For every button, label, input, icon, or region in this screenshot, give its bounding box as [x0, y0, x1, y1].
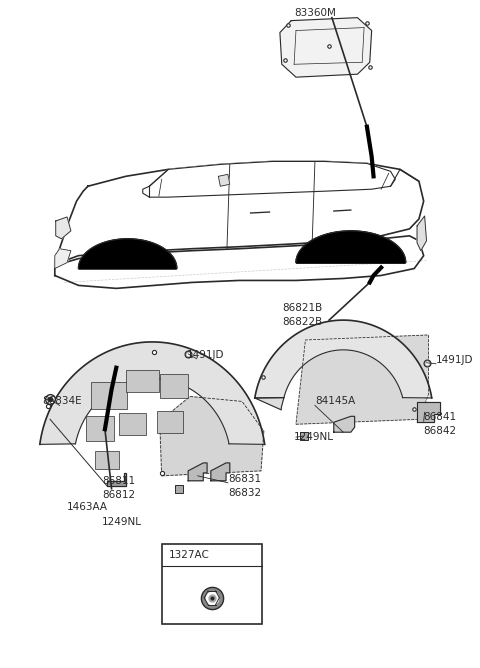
Text: 1463AA: 1463AA [67, 502, 108, 512]
Text: 1491JD: 1491JD [436, 355, 473, 365]
Text: 86821B: 86821B [282, 303, 322, 313]
Text: 83360M: 83360M [294, 8, 336, 17]
Text: 86811: 86811 [102, 476, 135, 486]
Polygon shape [78, 238, 177, 269]
Text: 86834E: 86834E [43, 396, 82, 406]
Text: 86812: 86812 [102, 490, 135, 500]
Polygon shape [417, 216, 427, 250]
Polygon shape [255, 320, 432, 398]
Polygon shape [334, 416, 355, 432]
Text: 1249NL: 1249NL [294, 432, 334, 442]
Polygon shape [160, 397, 264, 476]
Bar [91, 381, 127, 409]
Text: 1327AC: 1327AC [169, 550, 210, 560]
Polygon shape [107, 473, 126, 486]
Text: 1249NL: 1249NL [102, 518, 142, 528]
Text: 86822B: 86822B [282, 317, 322, 327]
Text: 84145A: 84145A [315, 396, 355, 406]
Polygon shape [211, 463, 230, 481]
Bar [96, 451, 119, 469]
Polygon shape [417, 402, 440, 422]
Text: 86841: 86841 [424, 412, 457, 422]
Polygon shape [56, 217, 71, 238]
Polygon shape [280, 17, 372, 77]
Text: 86832: 86832 [228, 488, 261, 498]
Bar [157, 411, 183, 433]
Polygon shape [55, 162, 424, 269]
Polygon shape [55, 236, 424, 289]
Text: 86842: 86842 [424, 426, 457, 436]
Polygon shape [218, 174, 230, 186]
Polygon shape [188, 463, 207, 481]
Polygon shape [143, 162, 396, 197]
Bar [126, 369, 159, 391]
Bar [160, 373, 188, 398]
Polygon shape [40, 342, 264, 444]
Polygon shape [255, 397, 284, 410]
Bar [162, 544, 262, 623]
Polygon shape [55, 248, 71, 269]
Bar [86, 416, 114, 441]
Text: 1491JD: 1491JD [187, 350, 225, 360]
Text: 86831: 86831 [228, 474, 261, 484]
Bar [119, 413, 145, 435]
Polygon shape [296, 335, 428, 424]
Polygon shape [296, 231, 406, 263]
